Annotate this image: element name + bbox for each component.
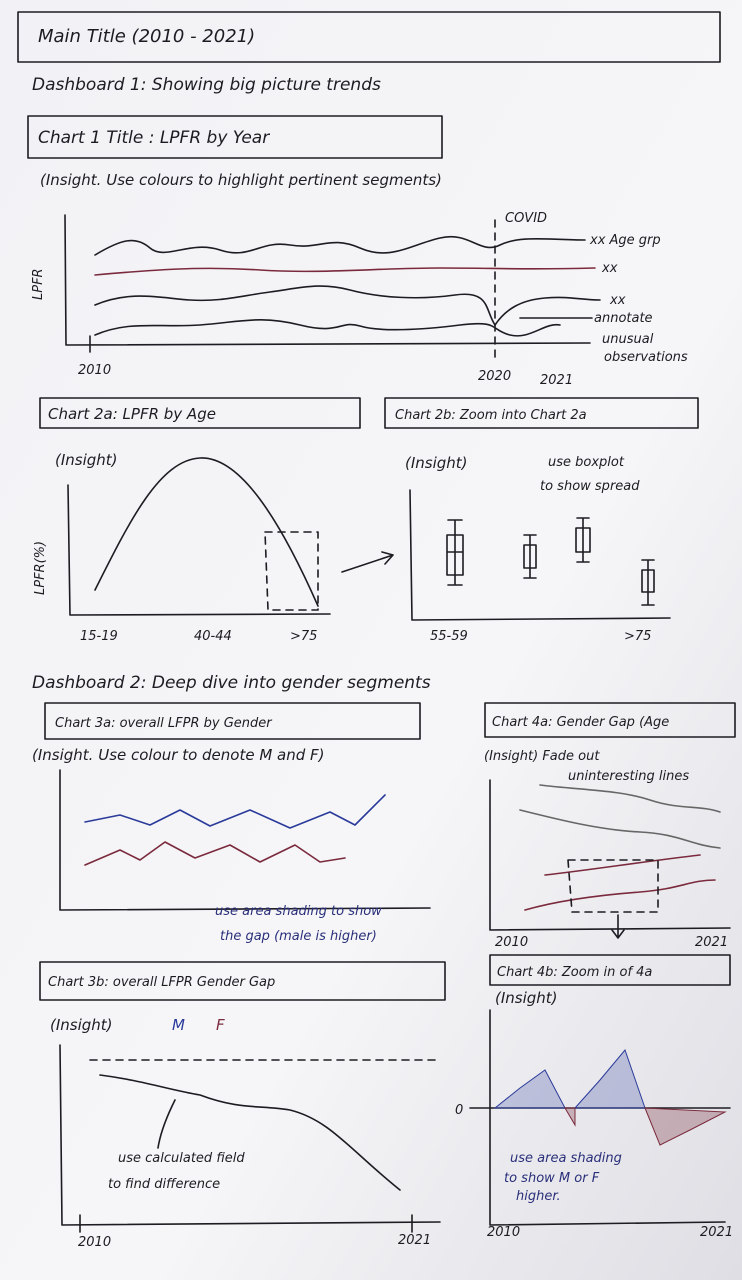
insight: (Insight) [50, 1016, 113, 1034]
chart-title: Chart 3a: overall LFPR by Gender [55, 716, 273, 731]
line [94, 235, 586, 256]
boxplot [523, 534, 537, 579]
arrow [611, 914, 625, 939]
line [94, 319, 561, 337]
note: to find difference [108, 1177, 220, 1192]
y-label: LPFR [31, 268, 46, 300]
axes [67, 484, 331, 616]
x-label: 55-59 [430, 629, 468, 644]
x-label: 2020 [478, 369, 511, 384]
leader [157, 1099, 176, 1149]
gap-line [99, 1074, 401, 1191]
x-label: 2010 [78, 363, 111, 378]
note: to show M or F [504, 1171, 600, 1186]
line [544, 854, 701, 876]
note: to show spread [540, 479, 640, 494]
curve [94, 457, 319, 607]
insight: uninteresting lines [568, 769, 689, 784]
x-label: >75 [624, 629, 651, 644]
x-label: 2021 [398, 1233, 431, 1248]
note: use area shading to show [215, 904, 382, 919]
dashboard-heading: Dashboard 2: Deep dive into gender segme… [32, 673, 431, 693]
chart-title: Chart 4b: Zoom in of 4a [497, 965, 652, 980]
title-box [17, 11, 721, 63]
chart-title: Chart 2b: Zoom into Chart 2a [395, 408, 587, 423]
legend-f: F [216, 1016, 225, 1034]
x-label: 40-44 [194, 629, 232, 644]
insight: (Insight) [55, 451, 118, 469]
chart-title-box [39, 397, 361, 429]
annotation: unusual [602, 332, 654, 347]
event-label: COVID [505, 211, 547, 226]
faded-line [519, 809, 721, 849]
annotation: annotate [594, 311, 653, 326]
note: use calculated field [118, 1151, 245, 1166]
chart-title-box [44, 702, 421, 740]
chart-title-box [489, 954, 731, 986]
note: the gap (male is higher) [220, 929, 377, 944]
axes [489, 779, 731, 931]
axes [489, 1009, 726, 1226]
boxplot [575, 517, 591, 563]
axes [64, 214, 591, 346]
x-label: 2010 [78, 1235, 111, 1250]
chart-title: Chart 2a: LPFR by Age [48, 405, 216, 423]
note: use boxplot [548, 455, 625, 470]
chart-title: Chart 4a: Gender Gap (Age [492, 715, 669, 730]
note: higher. [516, 1189, 561, 1204]
line-label: xx [609, 293, 626, 308]
chart-title: Chart 1 Title : LPFR by Year [38, 128, 270, 148]
boxplot [446, 519, 464, 586]
x-label: 2010 [495, 935, 528, 950]
axes [59, 1044, 441, 1233]
zoom-box [264, 531, 319, 611]
legend-m: M [172, 1016, 185, 1034]
chart-title: Chart 3b: overall LFPR Gender Gap [48, 975, 275, 990]
chart-title-box [39, 961, 446, 1001]
insight: (Insight) Fade out [484, 749, 600, 764]
x-label: >75 [290, 629, 317, 644]
chart-title-box [484, 702, 736, 738]
arrow [341, 551, 394, 573]
x-label: 2021 [540, 373, 573, 388]
male-line [84, 794, 386, 829]
axes [409, 489, 671, 621]
main-title: Main Title (2010 - 2021) [38, 26, 255, 47]
x-label: 2021 [695, 935, 728, 950]
area-m [493, 1048, 646, 1109]
female-line [84, 841, 346, 866]
annotation: observations [604, 350, 688, 365]
chart-title-box [384, 397, 699, 429]
x-label: 15-19 [80, 629, 118, 644]
line-label: xx [601, 261, 618, 276]
chart-title-box [27, 115, 443, 159]
insight: (Insight. Use colour to denote M and F) [32, 746, 325, 764]
x-label: 2010 [487, 1225, 520, 1240]
boxplot [641, 559, 655, 606]
line [94, 285, 601, 326]
axes [59, 769, 431, 911]
insight: (Insight) [495, 989, 558, 1007]
insight: (Insight. Use colours to highlight perti… [40, 171, 442, 189]
dashboard-heading: Dashboard 1: Showing big picture trends [32, 75, 381, 95]
faded-line [539, 784, 721, 813]
note: use area shading [510, 1151, 622, 1166]
line-label: xx Age grp [589, 233, 661, 248]
insight: (Insight) [405, 454, 468, 472]
y-label: LPFR(%) [33, 541, 48, 595]
line [524, 879, 716, 911]
area-f [564, 1107, 727, 1146]
line [94, 267, 596, 276]
x-label: 2021 [700, 1225, 733, 1240]
zero-label: 0 [455, 1103, 463, 1118]
